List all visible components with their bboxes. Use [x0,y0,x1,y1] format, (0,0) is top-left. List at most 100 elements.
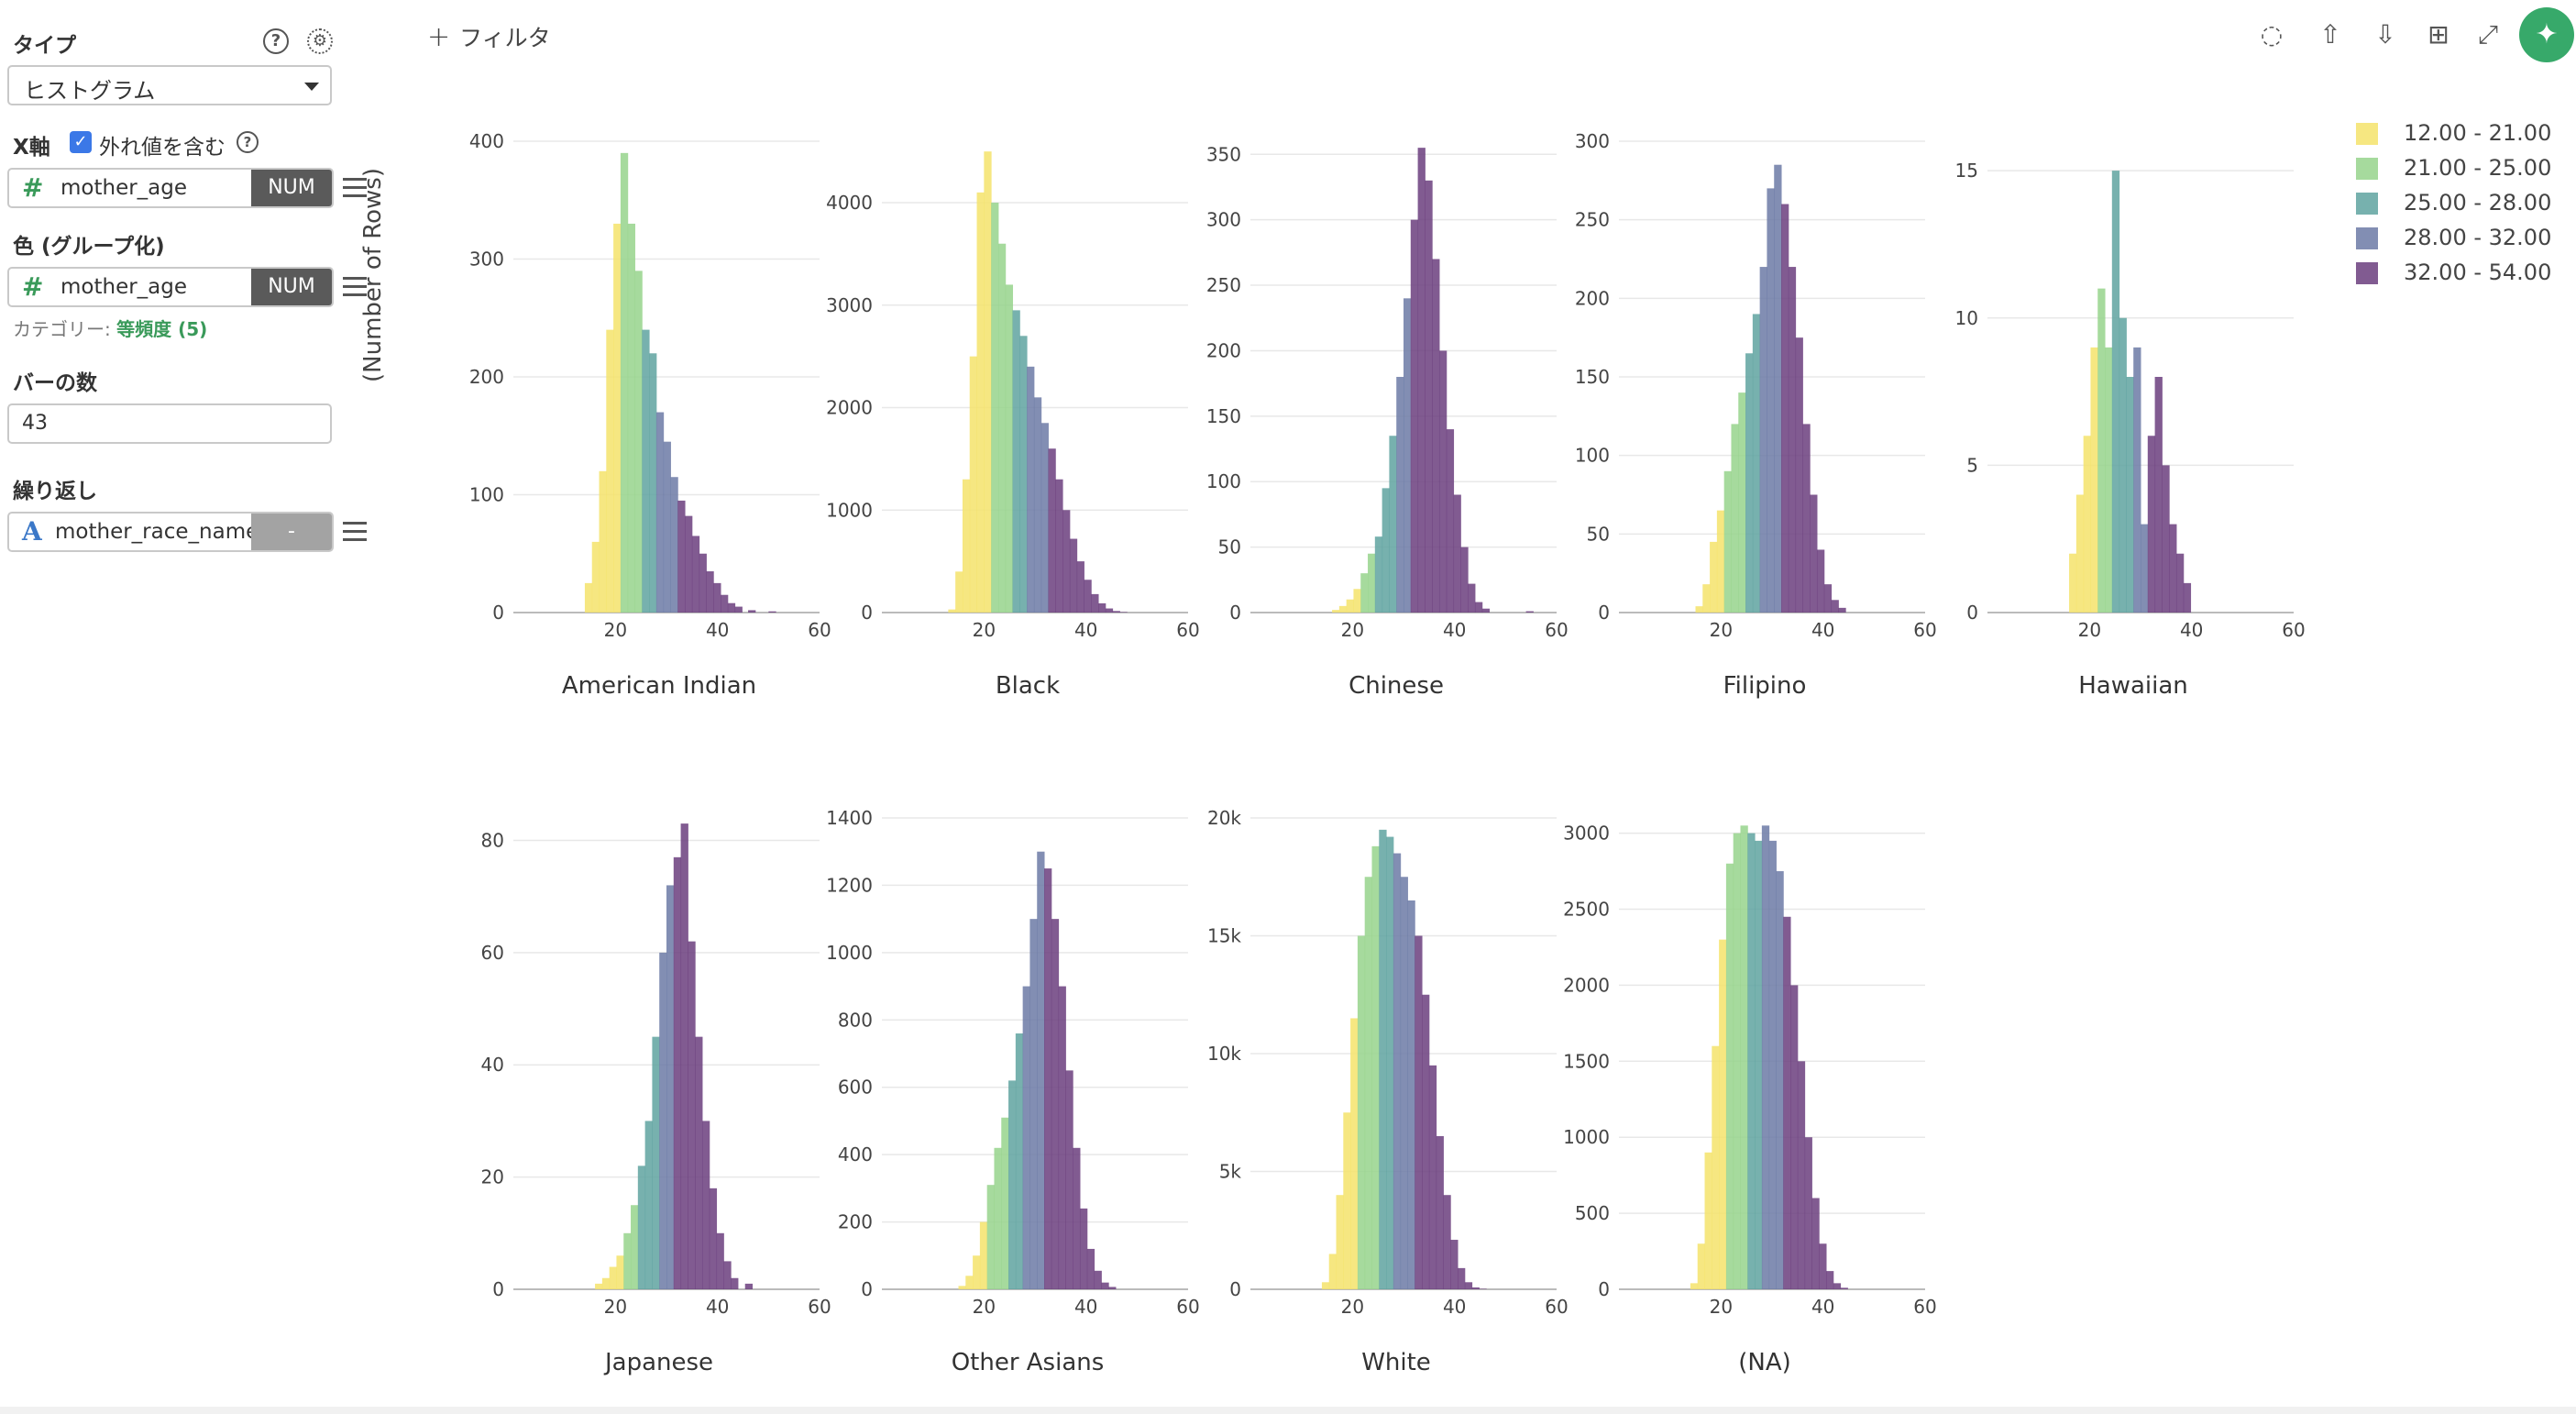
histogram-bar[interactable] [1453,494,1461,613]
histogram-bar[interactable] [2126,377,2134,613]
histogram-bar[interactable] [721,594,729,613]
histogram-bar[interactable] [1079,1208,1088,1289]
histogram-bar[interactable] [688,941,696,1289]
histogram-bar[interactable] [748,610,756,613]
histogram-bar[interactable] [1022,986,1030,1289]
histogram-bar[interactable] [994,1147,1002,1289]
histogram-bar[interactable] [1819,1243,1827,1289]
histogram-bar[interactable] [1415,935,1423,1290]
histogram-bar[interactable] [1831,600,1839,613]
x-column-type-tag[interactable]: NUM [251,170,332,206]
histogram-bar[interactable] [1479,1288,1487,1289]
histogram-bar[interactable] [1346,599,1354,613]
histogram-bar[interactable] [1321,1282,1330,1289]
histogram-bar[interactable] [1695,606,1703,613]
histogram-bar[interactable] [1797,1061,1806,1289]
histogram-bar[interactable] [673,856,682,1289]
histogram-bar[interactable] [1048,448,1056,613]
histogram-bar[interactable] [655,412,665,613]
histogram-bar[interactable] [976,192,985,613]
histogram-bar[interactable] [1364,877,1372,1289]
histogram-bar[interactable] [1033,397,1042,613]
histogram-bar[interactable] [1752,314,1761,613]
histogram-bar[interactable] [1051,919,1060,1289]
histogram-bar[interactable] [1389,436,1397,613]
histogram-bar[interactable] [1788,267,1797,613]
expand-icon[interactable]: ⤢ [2477,19,2499,50]
histogram-bar[interactable] [1474,602,1483,613]
histogram-bar[interactable] [1810,494,1818,613]
histogram-bar[interactable] [663,441,671,613]
histogram-bar[interactable] [601,1277,611,1289]
histogram-bar[interactable] [1731,424,1739,613]
histogram-bar[interactable] [713,582,721,613]
histogram-bar[interactable] [1058,986,1066,1289]
histogram-bar[interactable] [1393,853,1402,1289]
histogram-bar[interactable] [1343,1112,1351,1289]
histogram-bar[interactable] [1336,1195,1344,1289]
histogram-bar[interactable] [1458,1267,1466,1289]
histogram-bar[interactable] [727,602,736,613]
histogram-bar[interactable] [609,1266,617,1289]
histogram-bar[interactable] [1328,1254,1338,1289]
color-column-selector[interactable]: # mother_age NUM [7,267,334,307]
histogram-bar[interactable] [1432,259,1440,613]
histogram-bar[interactable] [1353,589,1361,613]
histogram-bar[interactable] [948,609,956,613]
histogram-bar[interactable] [2111,171,2120,613]
histogram-bar[interactable] [680,823,688,1289]
histogram-bar[interactable] [1360,573,1369,613]
repeat-column-selector[interactable]: A mother_race_name - [7,512,334,552]
histogram-bar[interactable] [962,479,971,613]
histogram-bar[interactable] [631,1205,639,1289]
histogram-bar[interactable] [606,329,614,613]
histogram-bar[interactable] [1094,1270,1102,1289]
histogram-bar[interactable] [652,1036,660,1289]
histogram-bar[interactable] [955,571,963,613]
histogram-bar[interactable] [1112,611,1120,613]
histogram-bar[interactable] [1747,833,1756,1289]
histogram-bar[interactable] [991,203,999,613]
histogram-bar[interactable] [1407,900,1415,1289]
histogram-bar[interactable] [1422,994,1430,1289]
histogram-bar[interactable] [1723,470,1732,613]
histogram-bar[interactable] [1069,538,1078,613]
repeat-column-menu-icon[interactable] [343,522,367,542]
histogram-bar[interactable] [623,1232,632,1289]
help-icon[interactable]: ? [237,131,259,153]
histogram-bar[interactable] [1098,602,1106,613]
histogram-bar[interactable] [1446,429,1455,613]
histogram-bar[interactable] [627,223,635,613]
histogram-bar[interactable] [969,356,978,613]
histogram-bar[interactable] [2133,347,2141,613]
histogram-bar[interactable] [1091,593,1099,613]
histogram-bar[interactable] [1816,549,1825,613]
histogram-bar[interactable] [2169,524,2177,613]
histogram-bar[interactable] [768,611,776,613]
histogram-bar[interactable] [1015,1033,1024,1289]
repeat-column-type-tag[interactable]: - [251,514,332,550]
histogram-bar[interactable] [677,500,686,613]
histogram-bar[interactable] [1065,1070,1073,1289]
histogram-bar[interactable] [1690,1283,1699,1289]
histogram-bar[interactable] [1368,553,1376,613]
histogram-bar[interactable] [709,1188,718,1289]
histogram-bar[interactable] [695,1036,703,1289]
histogram-bar[interactable] [649,353,657,613]
histogram-bar[interactable] [1055,479,1063,613]
category-setting-link[interactable]: 等頻度 (5) [116,318,208,340]
histogram-bar[interactable] [613,223,622,613]
histogram-bar[interactable] [1733,833,1741,1289]
histogram-bar[interactable] [1710,541,1718,613]
histogram-bar[interactable] [2175,553,2185,613]
histogram-bar[interactable] [1400,877,1408,1289]
histogram-bar[interactable] [1008,1080,1017,1289]
add-filter-button[interactable]: + フィルタ [427,20,551,53]
histogram-bar[interactable] [1697,1243,1706,1289]
histogram-bar[interactable] [973,1255,981,1289]
histogram-bar[interactable] [997,243,1007,613]
histogram-bar[interactable] [620,152,629,613]
histogram-bar[interactable] [1755,840,1763,1289]
histogram-bar[interactable] [1776,871,1784,1289]
histogram-bar[interactable] [1795,337,1803,613]
